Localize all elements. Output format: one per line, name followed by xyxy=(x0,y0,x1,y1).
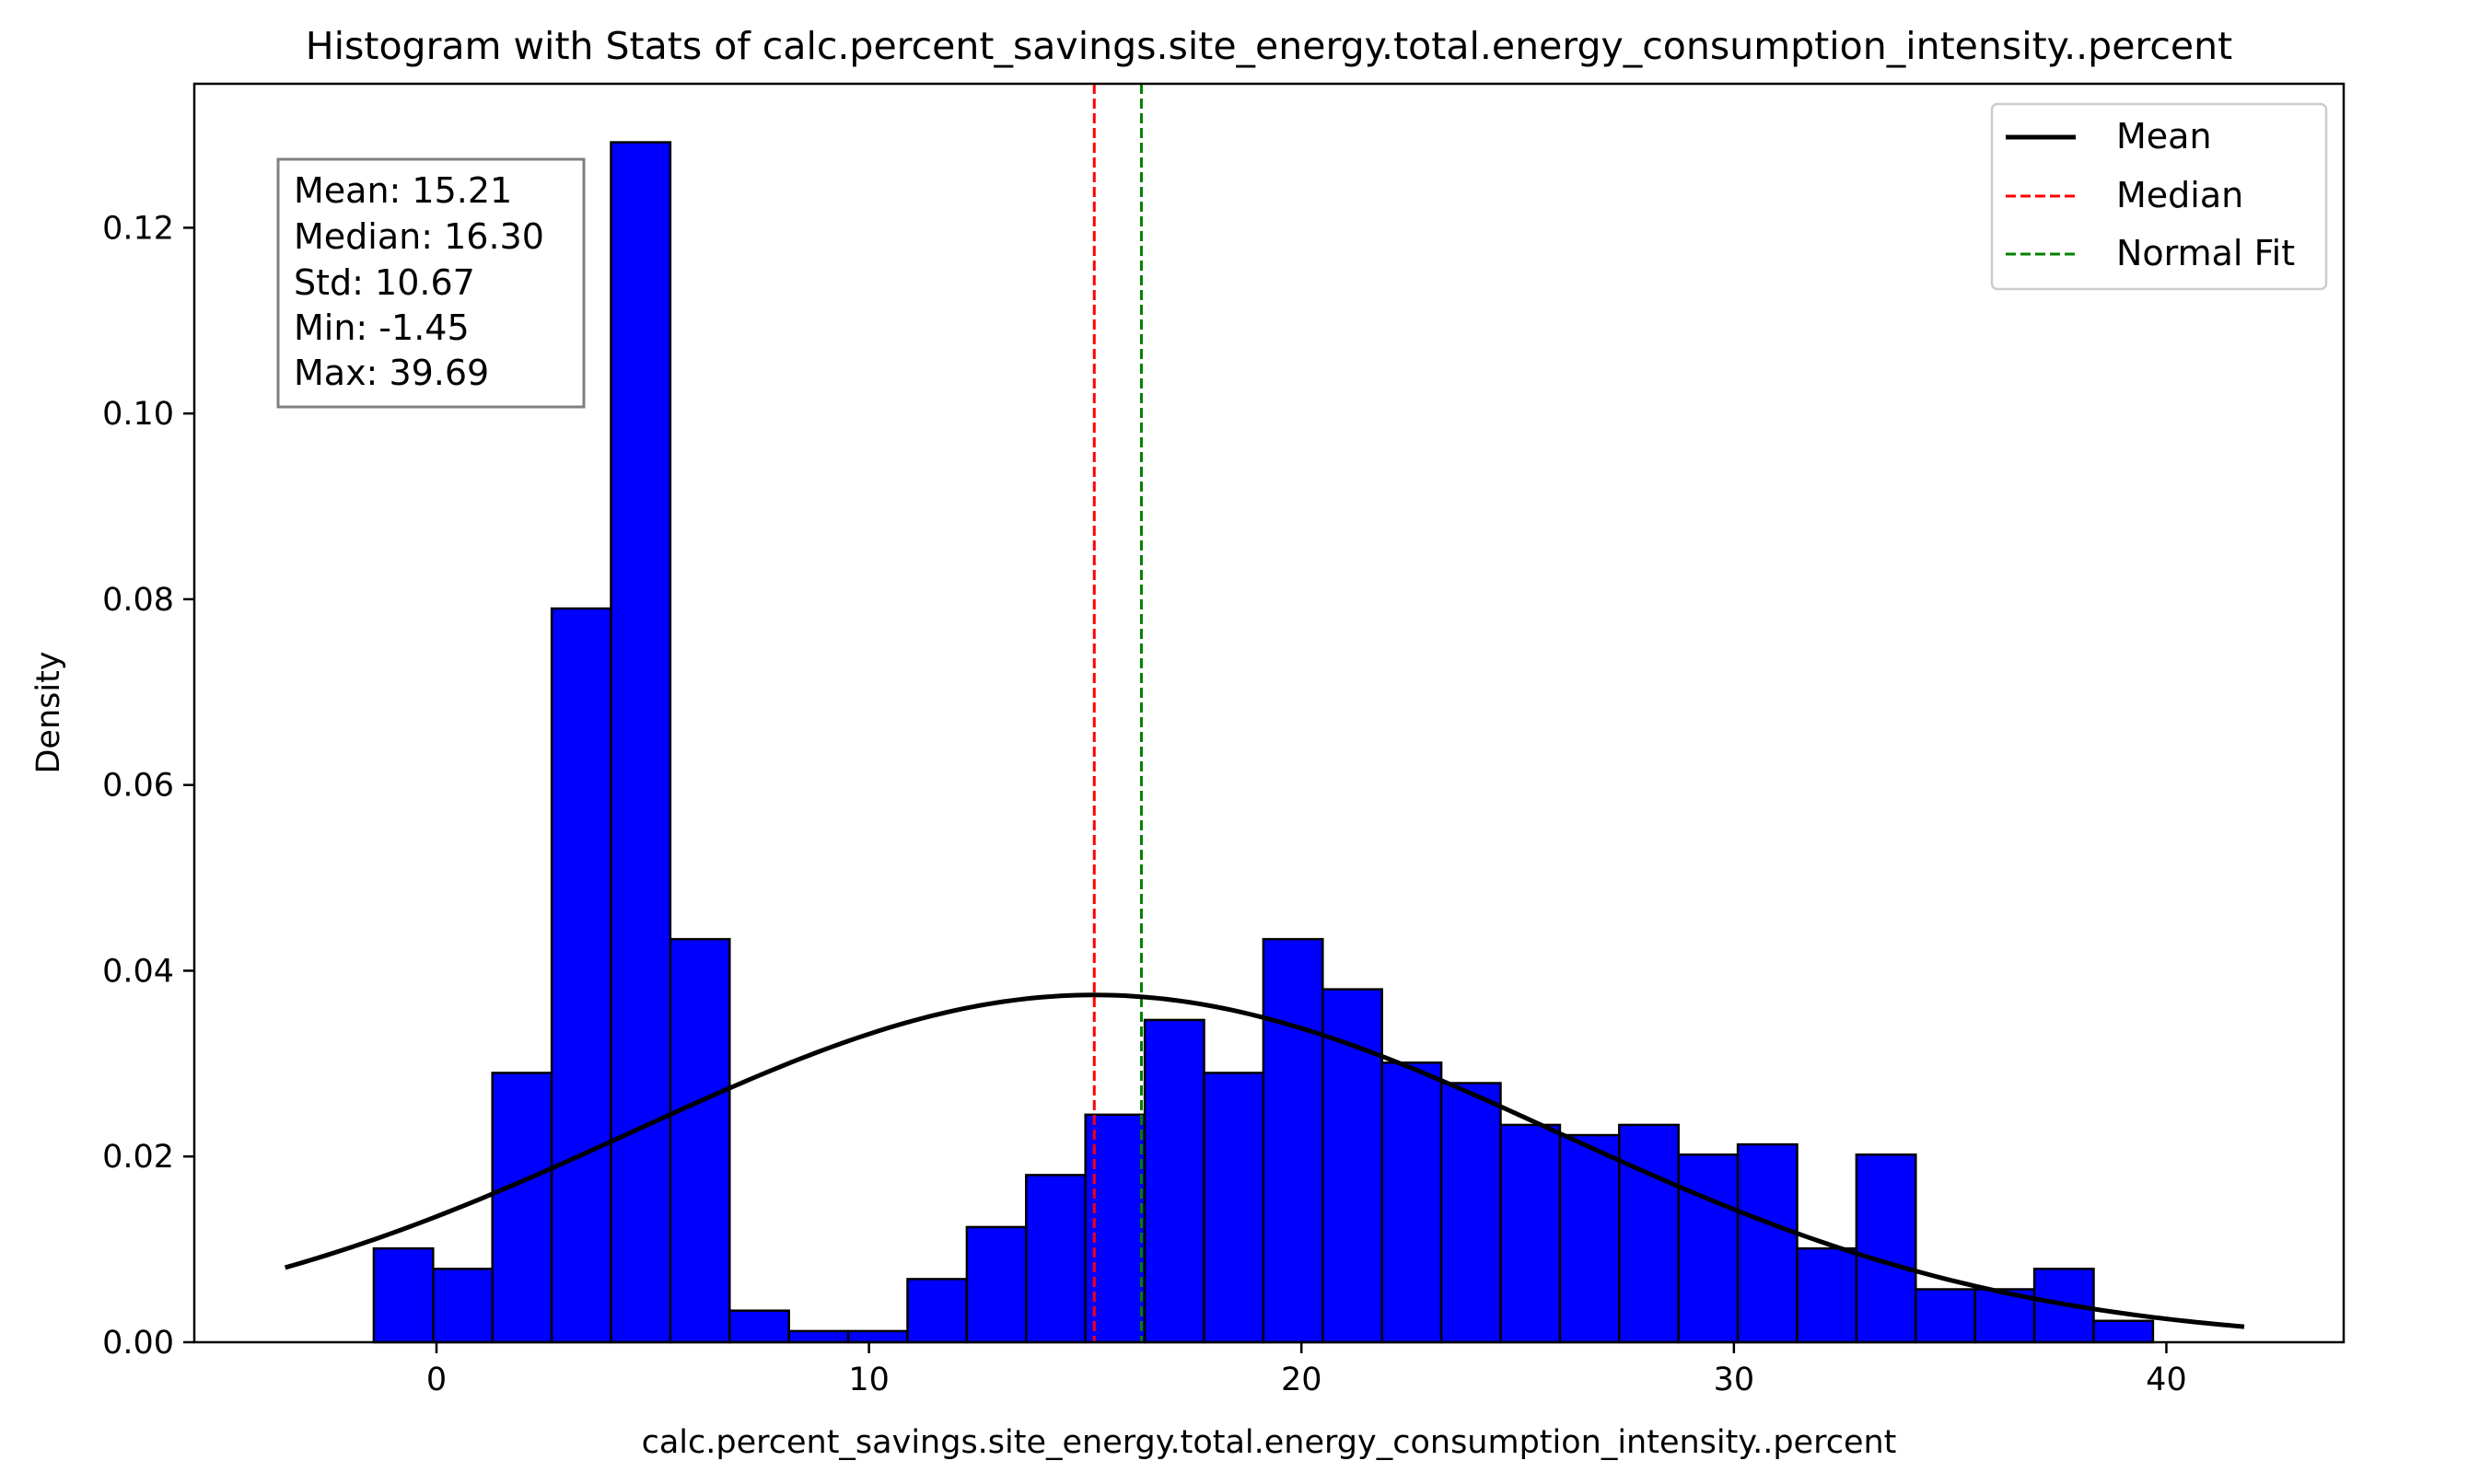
histogram-bar xyxy=(1439,1082,1502,1344)
y-tick-label: 0.06 xyxy=(102,768,174,805)
histogram-bar xyxy=(550,607,612,1344)
y-tick-label: 0.04 xyxy=(102,953,174,990)
histogram-bar xyxy=(1915,1288,1976,1344)
histogram-bar xyxy=(491,1072,553,1344)
histogram-bar xyxy=(1618,1123,1680,1344)
histogram-bar xyxy=(1796,1246,1858,1344)
x-tick-label: 0 xyxy=(426,1362,447,1398)
histogram-bar xyxy=(906,1278,969,1344)
stats-median: Median: 16.30 xyxy=(294,216,544,257)
legend-frame xyxy=(1990,102,2328,291)
histogram-bar xyxy=(372,1246,435,1344)
x-tick-label: 10 xyxy=(848,1362,890,1398)
histogram-bar xyxy=(1677,1153,1740,1344)
histogram-bar xyxy=(728,1309,790,1344)
legend-label-normal-fit: Normal Fit xyxy=(2116,233,2295,273)
y-axis-label: Density xyxy=(30,651,67,773)
histogram-bar xyxy=(1736,1142,1799,1344)
plot-frame xyxy=(192,82,2346,1344)
y-axis: 0.00 0.02 0.04 0.06 0.08 0.10 0.12 xyxy=(102,210,194,1362)
histogram-bar xyxy=(1143,1018,1205,1344)
histogram-bar xyxy=(1499,1123,1562,1344)
legend-label-median: Median xyxy=(2116,175,2243,215)
stats-mean: Mean: 15.21 xyxy=(294,170,512,211)
legend: Mean Median Normal Fit xyxy=(1990,102,2328,291)
x-axis-label: calc.percent_savings.site_energy.total.e… xyxy=(642,1424,1897,1461)
histogram-bar xyxy=(2092,1319,2155,1344)
stats-min: Min: -1.45 xyxy=(294,307,470,348)
histogram-bar xyxy=(846,1329,909,1344)
histogram-bar xyxy=(432,1268,494,1344)
y-tick-label: 0.02 xyxy=(102,1139,174,1176)
histogram-bar xyxy=(965,1225,1028,1344)
histogram-bar xyxy=(1380,1061,1443,1344)
y-tick-label: 0.00 xyxy=(102,1325,174,1362)
y-tick-label: 0.08 xyxy=(102,582,174,619)
histogram-bar xyxy=(1321,988,1383,1344)
x-tick-label: 20 xyxy=(1281,1362,1322,1398)
histogram-bar xyxy=(610,141,672,1344)
histogram-bar xyxy=(787,1329,850,1344)
histogram-bar xyxy=(669,937,731,1344)
stats-std: Std: 10.67 xyxy=(294,262,475,303)
histogram-bar xyxy=(1203,1072,1265,1344)
stats-box-frame xyxy=(276,157,586,409)
x-axis: 0 10 20 30 40 xyxy=(426,1342,2187,1398)
x-tick-label: 40 xyxy=(2146,1362,2187,1398)
y-tick-label: 0.10 xyxy=(102,396,174,433)
stats-box: Mean: 15.21 Median: 16.30 Std: 10.67 Min… xyxy=(276,157,586,409)
y-tick-label: 0.12 xyxy=(102,210,174,247)
stats-max: Max: 39.69 xyxy=(294,353,489,393)
chart-title: Histogram with Stats of calc.percent_sav… xyxy=(306,24,2232,68)
histogram-bar xyxy=(1558,1133,1621,1344)
histogram-bar xyxy=(1025,1174,1087,1344)
histogram-bar xyxy=(1855,1153,1917,1344)
histogram-bar xyxy=(1262,937,1324,1344)
x-tick-label: 30 xyxy=(1714,1362,1755,1398)
legend-label-mean: Mean xyxy=(2116,116,2212,157)
normal-fit-curve xyxy=(284,992,2245,1329)
reference-lines-layer xyxy=(1092,84,1143,1342)
